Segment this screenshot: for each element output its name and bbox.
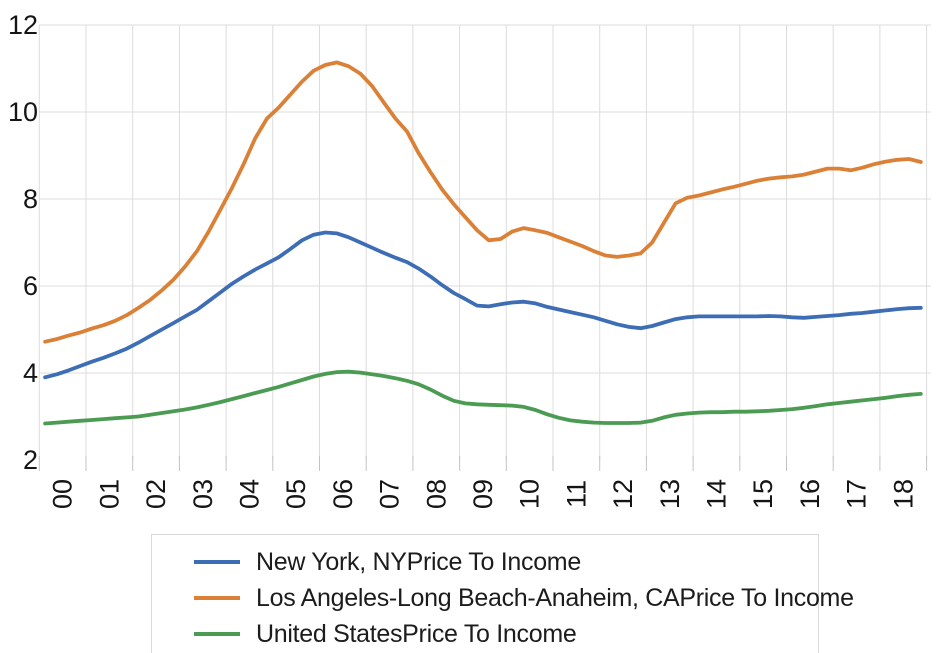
y-axis-label-8: 8	[23, 184, 38, 214]
horizontal-gridlines	[39, 24, 931, 374]
x-axis-label-09: 09	[468, 479, 498, 509]
y-axis-label-4: 4	[23, 358, 38, 388]
x-axis-label-14: 14	[701, 479, 731, 509]
x-axis-label-17: 17	[842, 479, 872, 509]
x-axis-label-00: 00	[48, 479, 78, 509]
legend-label: New York, NYPrice To Income	[256, 547, 581, 576]
series-line-united-statesprice-to-income	[43, 369, 923, 426]
y-axis-label-6: 6	[23, 271, 38, 301]
x-axis-label-11: 11	[561, 480, 591, 508]
x-axis-label-05: 05	[281, 479, 311, 509]
x-axis-label-13: 13	[655, 479, 685, 509]
x-axis-labels: 00 01 02 03 04 05 06 07 08 09 10 11 12 13 14 15 16 17 18	[48, 479, 919, 509]
vertical-gridlines	[38, 25, 928, 460]
x-axis-label-08: 08	[421, 479, 451, 509]
legend-swatch-line	[194, 560, 240, 564]
legend-label: United StatesPrice To Income	[256, 619, 577, 648]
x-axis-tickmarks	[38, 456, 928, 471]
legend-swatch-line	[194, 632, 240, 636]
x-axis-label-04: 04	[234, 479, 264, 509]
x-axis-label-15: 15	[748, 479, 778, 509]
x-axis-label-16: 16	[795, 479, 825, 509]
x-axis-label-18: 18	[888, 479, 918, 509]
y-axis-label-10: 10	[8, 97, 38, 127]
x-axis-label-02: 02	[141, 479, 171, 509]
x-axis-label-06: 06	[328, 479, 358, 509]
x-axis-label-07: 07	[375, 479, 405, 509]
legend-item[interactable]: Los Angeles-Long Beach-Anaheim, CAPrice …	[194, 580, 854, 616]
series-lines	[43, 60, 923, 426]
x-axis-label-01: 01	[94, 479, 124, 509]
x-axis-label-10: 10	[515, 479, 545, 509]
y-axis-labels: 12 10 8 6 4 2	[8, 10, 38, 475]
legend-item[interactable]: New York, NYPrice To Income	[194, 544, 818, 580]
series-line-los-angeles-long-beach-anaheim-caprice-to-income	[43, 60, 923, 344]
legend-item[interactable]: United StatesPrice To Income	[194, 616, 818, 652]
chart-plot-area: 12 10 8 6 4 2 00 01 02 03 04 05 06 07 08 09 10 11 12 13 14 1…	[8, 10, 931, 509]
legend-swatch-line	[194, 596, 240, 600]
x-axis-label-12: 12	[608, 479, 638, 509]
legend-label: Los Angeles-Long Beach-Anaheim, CAPrice …	[256, 583, 854, 612]
x-axis-label-03: 03	[188, 479, 218, 509]
series-line-new-york-nyprice-to-income	[43, 230, 923, 380]
chart-legend: New York, NYPrice To Income Los Angeles-L…	[151, 534, 854, 653]
y-axis-label-2: 2	[23, 445, 38, 475]
y-axis-label-12: 12	[8, 10, 38, 40]
